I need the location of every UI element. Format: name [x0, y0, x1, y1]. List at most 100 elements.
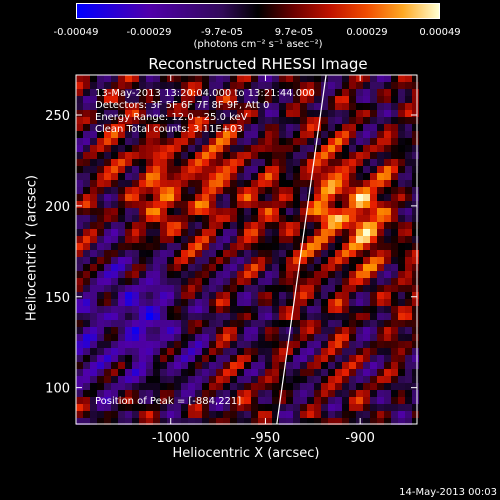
heatmap-cell	[223, 411, 230, 418]
heatmap-cell	[251, 355, 258, 362]
heatmap-cell	[223, 201, 230, 208]
heatmap-cell	[363, 243, 370, 250]
heatmap-cell	[188, 89, 195, 96]
heatmap-cell	[244, 222, 251, 229]
heatmap-cell	[167, 271, 174, 278]
heatmap-cell	[356, 348, 363, 355]
heatmap-cell	[293, 145, 300, 152]
heatmap-cell	[251, 383, 258, 390]
heatmap-cell	[188, 208, 195, 215]
heatmap-cell	[356, 229, 363, 236]
heatmap-cell	[300, 152, 307, 159]
heatmap-cell	[279, 180, 286, 187]
heatmap-cell	[321, 285, 328, 292]
heatmap-cell	[202, 306, 209, 313]
heatmap-cell	[258, 376, 265, 383]
heatmap-cell	[307, 250, 314, 257]
heatmap-cell	[111, 397, 118, 404]
heatmap-cell	[202, 110, 209, 117]
heatmap-cell	[377, 96, 384, 103]
heatmap-cell	[314, 320, 321, 327]
heatmap-cell	[377, 264, 384, 271]
heatmap-cell	[272, 208, 279, 215]
heatmap-cell	[391, 362, 398, 369]
heatmap-cell	[237, 320, 244, 327]
heatmap-cell	[118, 215, 125, 222]
heatmap-cell	[377, 222, 384, 229]
heatmap-cell	[307, 208, 314, 215]
heatmap-cell	[384, 110, 391, 117]
heatmap-cell	[286, 187, 293, 194]
heatmap-cell	[160, 278, 167, 285]
heatmap-cell	[293, 292, 300, 299]
heatmap-cell	[160, 327, 167, 334]
heatmap-cell	[293, 159, 300, 166]
heatmap-cell	[230, 208, 237, 215]
heatmap-cell	[188, 306, 195, 313]
heatmap-cell	[188, 194, 195, 201]
heatmap-cell	[181, 117, 188, 124]
heatmap-cell	[160, 243, 167, 250]
heatmap-cell	[384, 390, 391, 397]
heatmap-cell	[342, 173, 349, 180]
heatmap-cell	[328, 369, 335, 376]
heatmap-cell	[167, 390, 174, 397]
heatmap-cell	[405, 138, 412, 145]
heatmap-cell	[342, 397, 349, 404]
heatmap-cell	[391, 320, 398, 327]
heatmap-cell	[258, 75, 265, 82]
heatmap-cell	[230, 201, 237, 208]
heatmap-cell	[209, 215, 216, 222]
heatmap-cell	[321, 201, 328, 208]
heatmap-cell	[293, 299, 300, 306]
heatmap-cell	[398, 383, 405, 390]
heatmap-cell	[335, 369, 342, 376]
heatmap-cell	[398, 131, 405, 138]
heatmap-cell	[90, 159, 97, 166]
heatmap-cell	[202, 327, 209, 334]
heatmap-cell	[125, 397, 132, 404]
heatmap-cell	[181, 334, 188, 341]
heatmap-cell	[412, 404, 419, 411]
heatmap-cell	[363, 271, 370, 278]
heatmap-cell	[83, 180, 90, 187]
heatmap-cell	[76, 390, 83, 397]
heatmap-cell	[328, 96, 335, 103]
heatmap-cell	[104, 159, 111, 166]
heatmap-cell	[111, 285, 118, 292]
heatmap-cell	[272, 131, 279, 138]
heatmap-cell	[223, 285, 230, 292]
heatmap-cell	[398, 229, 405, 236]
heatmap-cell	[202, 299, 209, 306]
heatmap-cell	[363, 236, 370, 243]
heatmap-cell	[216, 397, 223, 404]
heatmap-cell	[349, 173, 356, 180]
heatmap-cell	[258, 208, 265, 215]
heatmap-cell	[258, 187, 265, 194]
heatmap-cell	[307, 117, 314, 124]
heatmap-cell	[244, 362, 251, 369]
heatmap-cell	[223, 110, 230, 117]
heatmap-cell	[391, 341, 398, 348]
heatmap-cell	[202, 131, 209, 138]
heatmap-cell	[384, 145, 391, 152]
heatmap-cell	[293, 208, 300, 215]
heatmap-cell	[363, 376, 370, 383]
heatmap-cell	[265, 313, 272, 320]
heatmap-cell	[111, 159, 118, 166]
heatmap-cell	[202, 285, 209, 292]
heatmap-cell	[125, 222, 132, 229]
heatmap-cell	[342, 75, 349, 82]
heatmap-cell	[328, 124, 335, 131]
heatmap-cell	[76, 89, 83, 96]
heatmap-cell	[258, 222, 265, 229]
heatmap-cell	[307, 397, 314, 404]
heatmap-cell	[349, 264, 356, 271]
heatmap-cell	[405, 229, 412, 236]
heatmap-cell	[118, 117, 125, 124]
heatmap-cell	[398, 173, 405, 180]
heatmap-cell	[293, 138, 300, 145]
heatmap-cell	[202, 173, 209, 180]
heatmap-cell	[76, 271, 83, 278]
heatmap-cell	[104, 173, 111, 180]
